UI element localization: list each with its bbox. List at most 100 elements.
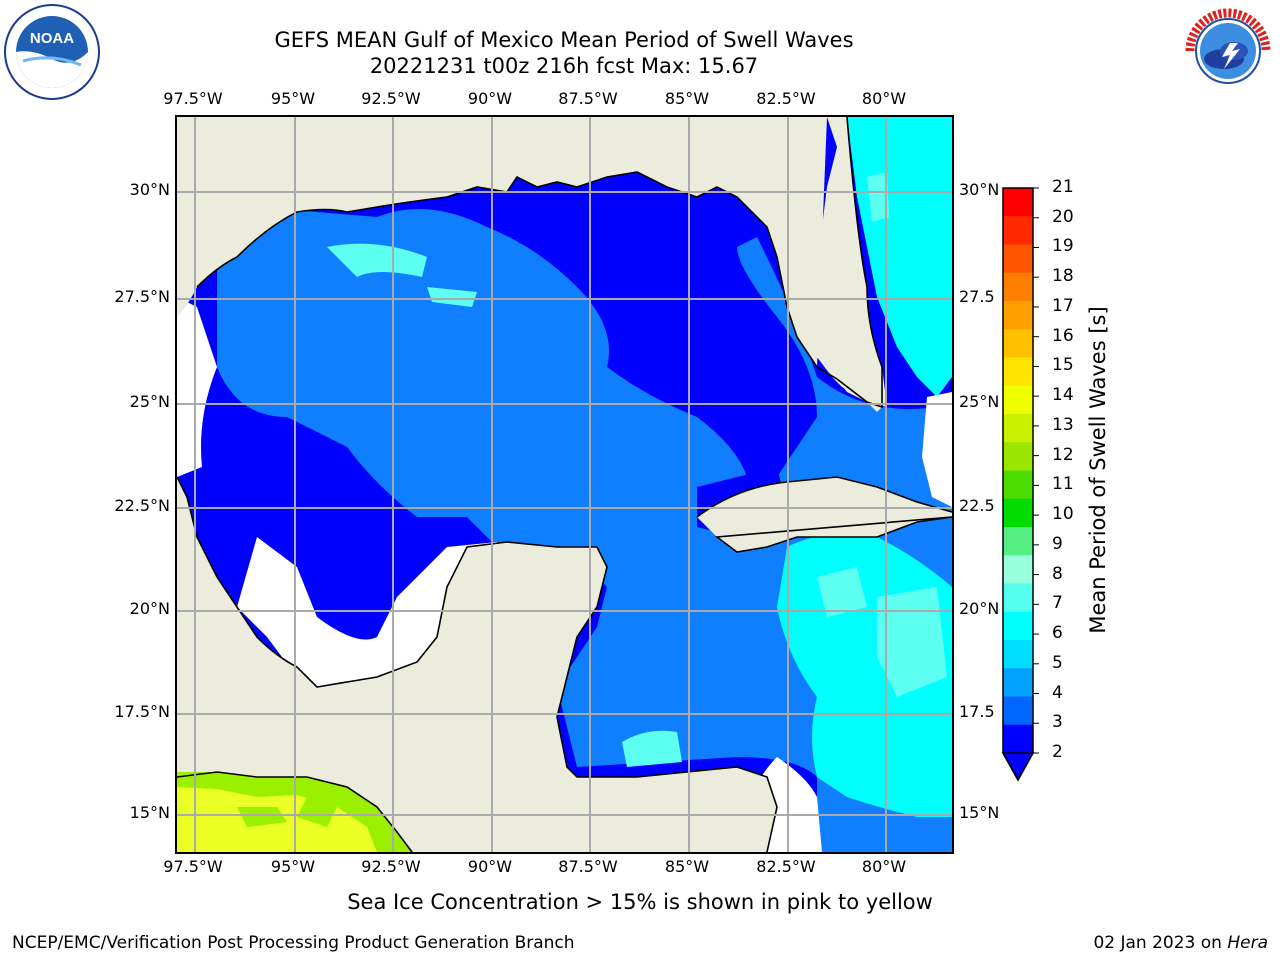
lat-tick-label: 15°N: [129, 803, 170, 822]
sea-ice-note: Sea Ice Concentration > 15% is shown in …: [347, 890, 933, 914]
ocean-patch: [327, 243, 427, 277]
lat-tick-label: 17.5°N: [114, 702, 170, 721]
colorbar-segment: [1003, 385, 1033, 415]
lat-tick-label: 20°N: [129, 599, 170, 618]
lat-tick-label: 22.5: [959, 496, 995, 515]
colorbar-tick-label: 8: [1052, 563, 1063, 584]
colorbar-segment: [1003, 555, 1033, 584]
colorbar-segment: [1003, 498, 1033, 528]
lon-tick-label: 90°W: [467, 857, 513, 876]
colorbar-tick-label: 14: [1052, 385, 1074, 406]
nws-logo: [1180, 3, 1276, 99]
colorbar-tick-label: 10: [1052, 504, 1074, 525]
colorbar-tick-label: 9: [1052, 533, 1063, 554]
colorbar-segment: [1003, 216, 1033, 245]
chart-subtitle: 20221231 t00z 216h fcst Max: 15.67: [369, 54, 759, 78]
colorbar-segment: [1003, 583, 1033, 613]
colorbar-tick-label: 19: [1052, 236, 1074, 257]
colorbar-segment: [1003, 414, 1033, 443]
lat-tick-label: 20°N: [959, 599, 1000, 618]
lat-tick-label: 25°N: [129, 392, 170, 411]
lon-tick-label: 95°W: [270, 857, 316, 876]
colorbar-tick-label: 3: [1052, 712, 1063, 733]
colorbar-segment: [1003, 357, 1033, 387]
colorbar-tick-label: 17: [1052, 295, 1074, 316]
chart-title: GEFS MEAN Gulf of Mexico Mean Period of …: [274, 28, 854, 52]
lon-tick-label: 92.5°W: [361, 857, 421, 876]
footer-machine: Hera: [1227, 933, 1268, 953]
lon-tick-label: 97.5°W: [163, 857, 223, 876]
colorbar-tick-label: 6: [1052, 623, 1063, 644]
land-mexico: [177, 477, 777, 852]
svg-text:NOAA: NOAA: [30, 30, 74, 47]
colorbar-segment: [1003, 527, 1033, 556]
ocean-patch: [427, 287, 477, 307]
colorbar-title: Mean Period of Swell Waves [s]: [1086, 306, 1110, 634]
map-canvas: [177, 117, 952, 852]
lon-tick-label: 82.5°W: [756, 857, 816, 876]
footer-credit: NCEP/EMC/Verification Post Processing Pr…: [12, 933, 575, 953]
lon-tick-label: 87.5°W: [558, 857, 618, 876]
lat-tick-label: 17.5: [959, 702, 995, 721]
lon-tick-label: 82.5°W: [756, 89, 816, 108]
nodata-zone: [177, 297, 217, 477]
footer-date-text: 02 Jan 2023 on: [1093, 933, 1228, 953]
colorbar-tick-label: 4: [1052, 682, 1063, 703]
colorbar-segment: [1003, 611, 1033, 641]
colorbar-segment: [1003, 244, 1033, 274]
noaa-logo: NOAA: [3, 3, 101, 101]
lat-tick-label: 30°N: [959, 180, 1000, 199]
colorbar-segment: [1003, 329, 1033, 358]
land-north-america: [177, 117, 952, 407]
lon-tick-label: 87.5°W: [558, 89, 618, 108]
lon-tick-label: 85°W: [664, 89, 710, 108]
colorbar-tick-label: 5: [1052, 652, 1063, 673]
gridlines: [177, 117, 952, 852]
lon-tick-label: 80°W: [861, 89, 907, 108]
colorbar-tick-label: 20: [1052, 206, 1074, 227]
lon-tick-label: 95°W: [270, 89, 316, 108]
colorbar-tick-label: 21: [1052, 177, 1074, 197]
colorbar-segment: [1003, 470, 1033, 500]
colorbar-tick-label: 18: [1052, 266, 1074, 287]
colorbar-segment: [1003, 724, 1033, 754]
colorbar-segment: [1003, 668, 1033, 697]
lat-tick-label: 30°N: [129, 180, 170, 199]
lon-tick-label: 80°W: [861, 857, 907, 876]
colorbar-tick-label: 15: [1052, 355, 1074, 376]
ocean-patch: [817, 567, 867, 617]
ocean-patch: [867, 172, 889, 222]
ocean-patch: [622, 730, 682, 767]
lat-tick-label: 15°N: [959, 803, 1000, 822]
colorbar-segment: [1003, 696, 1033, 726]
colorbar-segment: [1003, 640, 1033, 669]
lon-tick-label: 92.5°W: [361, 89, 421, 108]
lat-tick-label: 27.5: [959, 287, 995, 306]
colorbar-tick-label: 11: [1052, 474, 1074, 495]
ice-patch: [237, 807, 287, 827]
land-florida-south: [817, 347, 882, 412]
ocean-patch: [877, 587, 947, 697]
colorbar-segment: [1003, 442, 1033, 471]
colorbar-tick-label: 13: [1052, 414, 1074, 435]
colorbar: [1001, 187, 1039, 782]
nodata-zone: [922, 392, 952, 507]
map-panel: [175, 115, 954, 854]
lon-tick-label: 85°W: [664, 857, 710, 876]
lat-tick-label: 22.5°N: [114, 496, 170, 515]
footer-date: 02 Jan 2023 on Hera: [1093, 933, 1268, 953]
colorbar-extend-arrow: [1001, 752, 1035, 782]
colorbar-segment: [1003, 272, 1033, 302]
ice-patch: [297, 797, 337, 827]
colorbar-tick-label: 12: [1052, 444, 1074, 465]
lat-tick-label: 25°N: [959, 392, 1000, 411]
colorbar-tick-label: 7: [1052, 593, 1063, 614]
lat-tick-label: 27.5°N: [114, 287, 170, 306]
colorbar-outline: [1002, 187, 1034, 782]
lon-tick-label: 90°W: [467, 89, 513, 108]
colorbar-segment: [1003, 301, 1033, 330]
colorbar-tick-label: 16: [1052, 325, 1074, 346]
colorbar-segment: [1003, 188, 1033, 217]
ocean-mid-zone: [217, 209, 952, 852]
lon-tick-label: 97.5°W: [163, 89, 223, 108]
